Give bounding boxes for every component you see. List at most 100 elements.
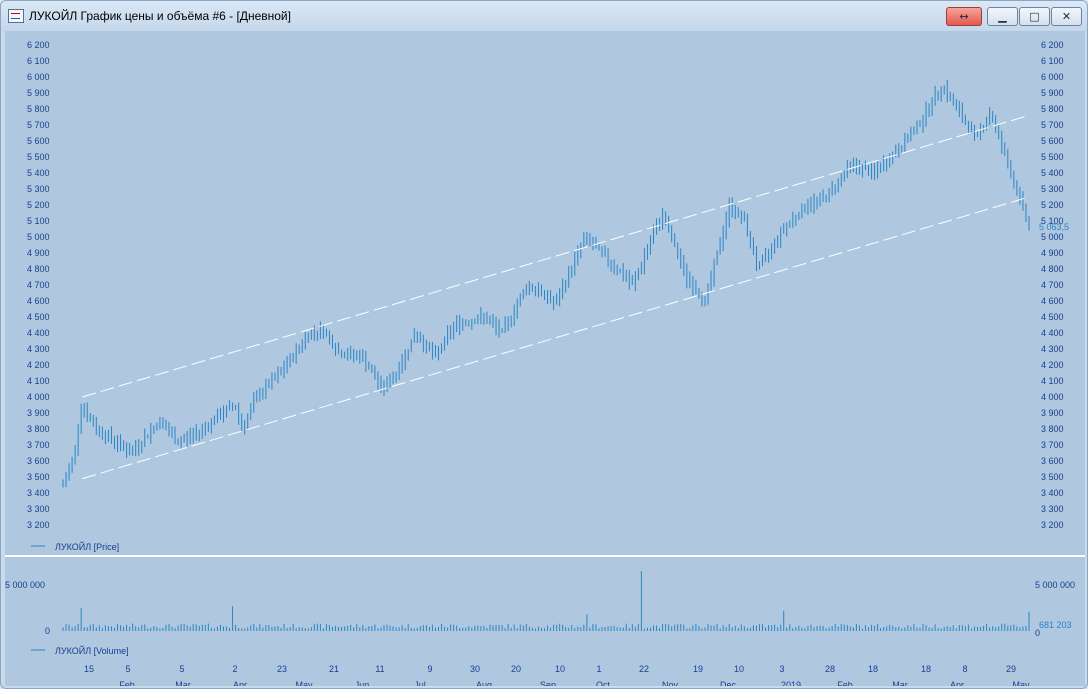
x-month-label: Feb xyxy=(119,680,135,686)
price-tick-label-left: 5 800 xyxy=(27,104,50,114)
x-day-label: 10 xyxy=(555,664,565,674)
close-button[interactable]: ✕ xyxy=(1051,7,1082,26)
price-tick-label-left: 4 500 xyxy=(27,312,50,322)
price-tick-label-left: 4 300 xyxy=(27,344,50,354)
x-day-label: 10 xyxy=(734,664,744,674)
price-tick-label-right: 5 800 xyxy=(1041,104,1064,114)
price-tick-label-left: 3 400 xyxy=(27,488,50,498)
x-day-label: 29 xyxy=(1006,664,1016,674)
price-tick-label-left: 6 200 xyxy=(27,40,50,50)
x-month-label: May xyxy=(1012,680,1030,686)
x-day-label: 23 xyxy=(277,664,287,674)
x-month-label: Mar xyxy=(892,680,908,686)
x-day-label: 3 xyxy=(779,664,784,674)
x-day-label: 21 xyxy=(329,664,339,674)
channel-upper-line xyxy=(82,114,1030,398)
price-tick-label-left: 5 500 xyxy=(27,152,50,162)
price-tick-label-right: 5 700 xyxy=(1041,120,1064,130)
price-tick-label-left: 3 300 xyxy=(27,504,50,514)
price-tick-label-left: 4 400 xyxy=(27,328,50,338)
price-tick-label-left: 3 600 xyxy=(27,456,50,466)
x-month-label: 2019 xyxy=(781,680,801,686)
price-tick-label-right: 4 100 xyxy=(1041,376,1064,386)
window-title: ЛУКОЙЛ График цены и объёма #6 - [Дневно… xyxy=(29,9,291,23)
x-day-label: 11 xyxy=(375,664,384,674)
x-day-label: 8 xyxy=(962,664,967,674)
last-price-label: 5 063,5 xyxy=(1039,222,1069,232)
x-day-label: 5 xyxy=(125,664,130,674)
price-tick-label-left: 5 400 xyxy=(27,168,50,178)
volume-tick-label-right: 0 xyxy=(1035,628,1040,638)
x-day-label: 15 xyxy=(84,664,94,674)
x-month-label: May xyxy=(295,680,313,686)
minimize-icon: ▁ xyxy=(998,10,1007,23)
volume-tick-label-right: 5 000 000 xyxy=(1035,580,1075,590)
price-tick-label-right: 4 200 xyxy=(1041,360,1064,370)
price-tick-label-right: 6 100 xyxy=(1041,56,1064,66)
x-day-label: 9 xyxy=(427,664,432,674)
price-tick-label-left: 5 900 xyxy=(27,88,50,98)
price-tick-label-right: 5 400 xyxy=(1041,168,1064,178)
price-tick-label-right: 5 900 xyxy=(1041,88,1064,98)
price-tick-label-left: 5 600 xyxy=(27,136,50,146)
close-icon: ✕ xyxy=(1061,10,1072,23)
link-icon: ↔ xyxy=(959,10,969,23)
price-tick-label-left: 4 200 xyxy=(27,360,50,370)
volume-tick-label-left: 5 000 000 xyxy=(5,580,45,590)
x-month-label: Jul xyxy=(414,680,426,686)
price-tick-label-left: 5 000 xyxy=(27,232,50,242)
price-tick-label-right: 4 600 xyxy=(1041,296,1064,306)
maximize-button[interactable]: □ xyxy=(1019,7,1050,26)
maximize-icon: □ xyxy=(1029,10,1040,23)
link-button[interactable]: ↔ xyxy=(946,7,982,26)
price-tick-label-left: 4 900 xyxy=(27,248,50,258)
price-tick-label-left: 3 500 xyxy=(27,472,50,482)
price-tick-label-left: 6 000 xyxy=(27,72,50,82)
price-tick-label-right: 3 300 xyxy=(1041,504,1064,514)
price-tick-label-left: 5 700 xyxy=(27,120,50,130)
chart-area[interactable]: 6 200 6 100 6 000 5 900 5 800 5 700 5 600 5 500… xyxy=(5,31,1085,686)
channel-lower-line xyxy=(82,196,1030,480)
price-tick-label-left: 3 800 xyxy=(27,424,50,434)
price-tick-label-right: 3 600 xyxy=(1041,456,1064,466)
price-tick-label-left: 4 000 xyxy=(27,392,50,402)
x-month-label: Mar xyxy=(175,680,191,686)
volume-tick-label-left: 0 xyxy=(45,626,50,636)
price-legend: ЛУКОЙЛ [Price] xyxy=(55,541,119,552)
x-month-label: Feb xyxy=(837,680,853,686)
last-volume-label: 681 203 xyxy=(1039,620,1072,630)
x-day-label: 30 xyxy=(470,664,480,674)
x-day-label: 2 xyxy=(232,664,237,674)
volume-legend: ЛУКОЙЛ [Volume] xyxy=(55,645,129,656)
x-day-label: 18 xyxy=(921,664,931,674)
price-tick-label-right: 4 800 xyxy=(1041,264,1064,274)
price-tick-label-right: 3 800 xyxy=(1041,424,1064,434)
x-month-label: Apr xyxy=(950,680,964,686)
price-tick-label-right: 5 200 xyxy=(1041,200,1064,210)
price-tick-label-right: 3 200 xyxy=(1041,520,1064,530)
price-tick-label-left: 4 800 xyxy=(27,264,50,274)
price-tick-label-right: 6 200 xyxy=(1041,40,1064,50)
x-day-label: 28 xyxy=(825,664,835,674)
price-tick-label-right: 4 900 xyxy=(1041,248,1064,258)
price-tick-label-right: 3 500 xyxy=(1041,472,1064,482)
price-tick-label-right: 6 000 xyxy=(1041,72,1064,82)
price-tick-label-right: 4 700 xyxy=(1041,280,1064,290)
price-tick-label-left: 5 100 xyxy=(27,216,50,226)
title-bar[interactable]: ЛУКОЙЛ График цены и объёма #6 - [Дневно… xyxy=(1,1,1087,31)
price-tick-label-right: 3 700 xyxy=(1041,440,1064,450)
price-tick-label-right: 3 400 xyxy=(1041,488,1064,498)
x-day-label: 19 xyxy=(693,664,703,674)
x-day-label: 20 xyxy=(511,664,521,674)
price-tick-label-right: 4 400 xyxy=(1041,328,1064,338)
price-tick-label-left: 5 200 xyxy=(27,200,50,210)
price-tick-label-left: 3 900 xyxy=(27,408,50,418)
x-day-label: 22 xyxy=(639,664,649,674)
price-tick-label-left: 3 200 xyxy=(27,520,50,530)
price-tick-label-right: 4 500 xyxy=(1041,312,1064,322)
price-tick-label-right: 4 000 xyxy=(1041,392,1064,402)
price-tick-label-right: 5 600 xyxy=(1041,136,1064,146)
minimize-button[interactable]: ▁ xyxy=(987,7,1018,26)
price-tick-label-left: 4 100 xyxy=(27,376,50,386)
